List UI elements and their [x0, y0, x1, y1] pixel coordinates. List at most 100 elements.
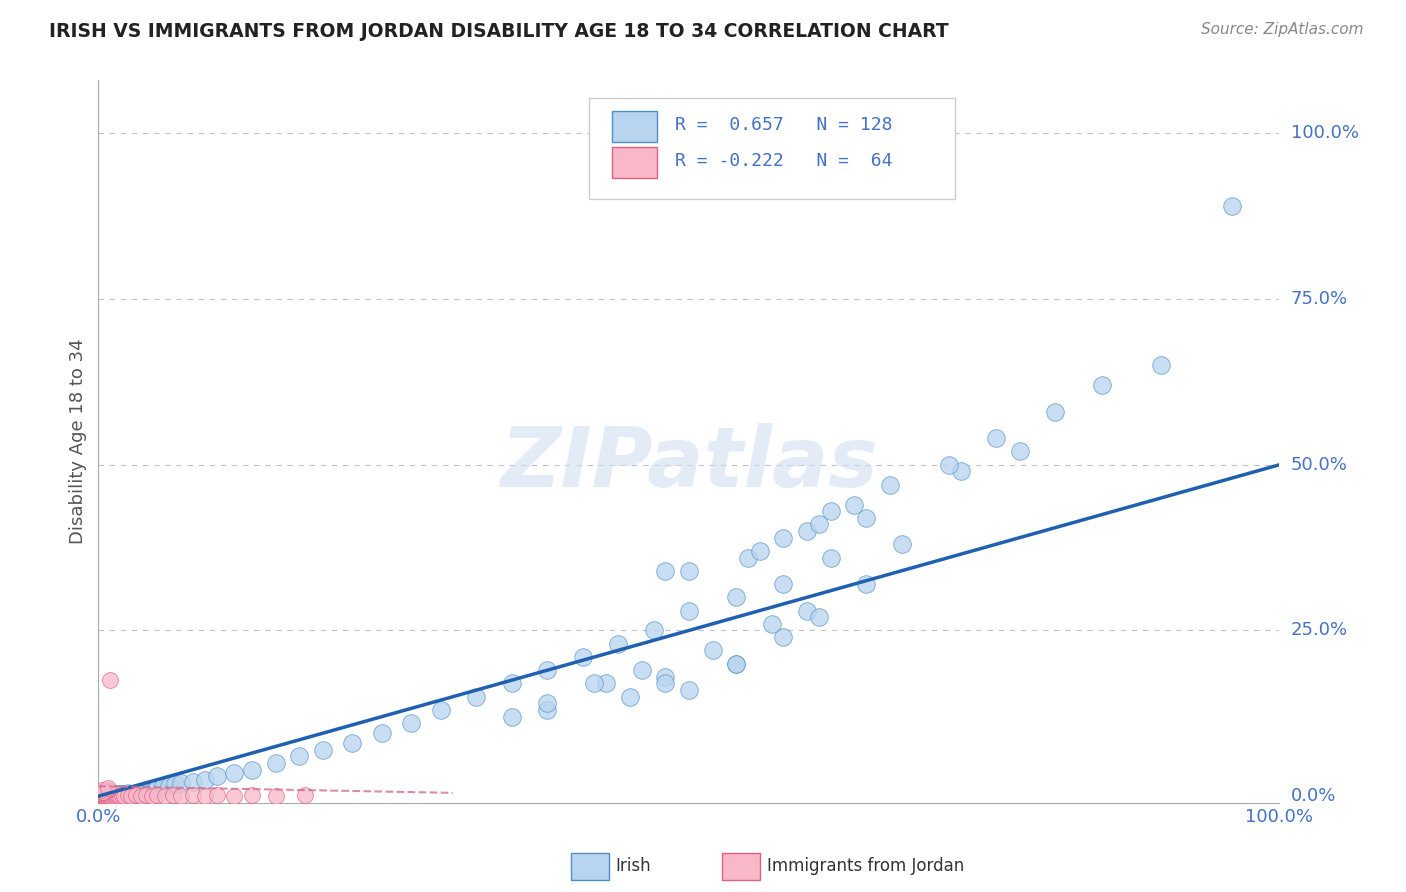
- Point: [96, 789, 118, 803]
- Point: [143, 782, 166, 797]
- Text: Irish: Irish: [616, 856, 651, 875]
- Point: [94, 784, 117, 798]
- Point: [117, 786, 139, 800]
- Point: [371, 726, 394, 740]
- Point: [90, 787, 112, 801]
- Point: [125, 786, 148, 800]
- Point: [89, 786, 111, 800]
- Point: [97, 788, 120, 802]
- Point: [1220, 199, 1243, 213]
- Point: [98, 787, 121, 801]
- Point: [91, 785, 114, 799]
- Point: [91, 783, 114, 797]
- Point: [772, 630, 794, 644]
- Point: [224, 789, 246, 803]
- Point: [630, 663, 652, 677]
- Point: [111, 789, 134, 803]
- Point: [93, 789, 115, 803]
- Point: [91, 787, 114, 801]
- Point: [129, 789, 152, 803]
- Point: [98, 789, 121, 803]
- Point: [654, 676, 676, 690]
- Point: [98, 673, 121, 688]
- Point: [97, 781, 120, 796]
- Point: [401, 716, 423, 731]
- Text: 0.0%: 0.0%: [1291, 787, 1336, 805]
- Point: [607, 637, 630, 651]
- Point: [643, 624, 665, 638]
- Point: [110, 787, 132, 801]
- Point: [796, 524, 818, 538]
- Point: [146, 788, 169, 802]
- Point: [98, 788, 121, 802]
- Point: [107, 787, 129, 801]
- FancyBboxPatch shape: [612, 147, 657, 178]
- Point: [949, 464, 972, 478]
- Point: [98, 788, 121, 802]
- Point: [108, 789, 131, 803]
- Point: [89, 788, 111, 802]
- Point: [101, 787, 124, 801]
- Point: [890, 537, 912, 551]
- Point: [678, 603, 700, 617]
- Point: [98, 787, 121, 801]
- Point: [98, 789, 121, 803]
- Point: [90, 788, 112, 802]
- Point: [264, 756, 287, 770]
- Point: [465, 690, 488, 704]
- Point: [94, 787, 117, 801]
- Point: [820, 504, 842, 518]
- FancyBboxPatch shape: [589, 98, 955, 200]
- Point: [170, 776, 193, 790]
- Point: [93, 789, 115, 803]
- Point: [129, 785, 152, 799]
- Point: [103, 788, 125, 802]
- Point: [194, 789, 217, 803]
- Point: [96, 788, 118, 802]
- Text: Immigrants from Jordan: Immigrants from Jordan: [766, 856, 965, 875]
- Point: [654, 670, 676, 684]
- Point: [288, 749, 311, 764]
- Point: [536, 663, 558, 677]
- Point: [105, 789, 128, 803]
- Point: [115, 789, 138, 803]
- Point: [96, 789, 118, 803]
- Point: [94, 788, 117, 802]
- Point: [536, 703, 558, 717]
- Point: [94, 789, 117, 803]
- Point: [205, 769, 228, 783]
- Point: [93, 787, 115, 801]
- Point: [125, 788, 148, 802]
- Point: [135, 788, 157, 802]
- Point: [90, 787, 112, 801]
- Point: [136, 785, 159, 799]
- Text: Source: ZipAtlas.com: Source: ZipAtlas.com: [1201, 22, 1364, 37]
- Point: [101, 789, 124, 803]
- Point: [91, 786, 114, 800]
- Point: [501, 709, 523, 723]
- Point: [678, 683, 700, 698]
- Point: [89, 786, 111, 800]
- Point: [430, 703, 453, 717]
- Point: [94, 789, 117, 803]
- Text: 50.0%: 50.0%: [1291, 456, 1347, 474]
- Point: [170, 789, 193, 803]
- Point: [111, 787, 134, 801]
- Point: [91, 787, 114, 801]
- Point: [93, 788, 115, 802]
- Point: [105, 787, 128, 801]
- Point: [583, 676, 606, 690]
- Point: [162, 788, 184, 802]
- Point: [91, 788, 114, 802]
- Point: [725, 657, 748, 671]
- Point: [117, 788, 139, 802]
- Text: R = -0.222   N =  64: R = -0.222 N = 64: [675, 153, 893, 170]
- Point: [654, 564, 676, 578]
- Point: [89, 787, 111, 801]
- Point: [1091, 378, 1114, 392]
- Point: [1043, 405, 1066, 419]
- Point: [135, 784, 157, 798]
- Point: [737, 550, 759, 565]
- Point: [181, 788, 204, 802]
- Point: [820, 550, 842, 565]
